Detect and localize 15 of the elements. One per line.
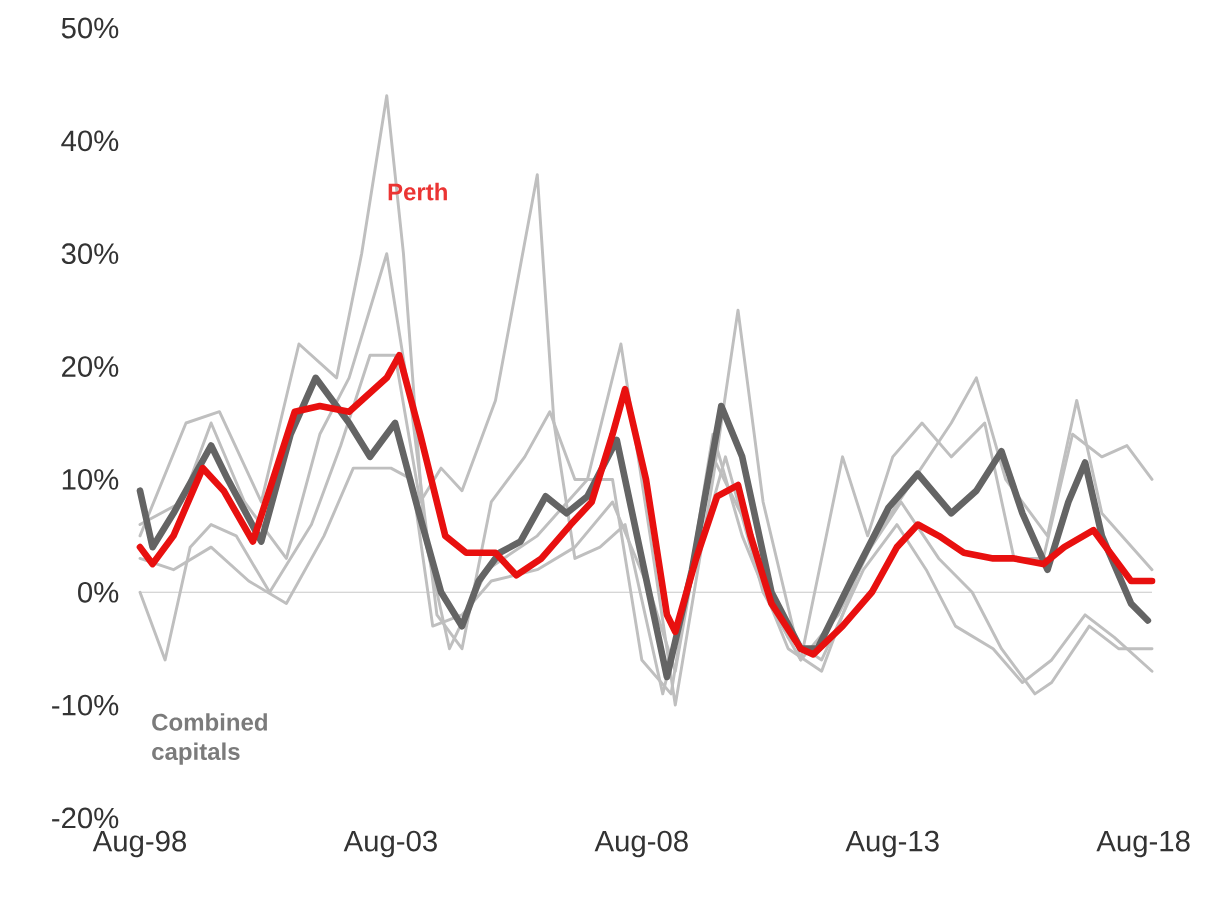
y-tick-label: 50% bbox=[61, 17, 119, 39]
y-tick-label: -20% bbox=[52, 807, 119, 829]
text: Combined capitals bbox=[152, 713, 267, 765]
y-tick-label: 0% bbox=[78, 581, 119, 603]
y-tick-label: -10% bbox=[52, 694, 119, 716]
x-tick-label: Aug-08 bbox=[594, 830, 688, 858]
y-tick-label: 20% bbox=[62, 356, 119, 377]
text: Perth bbox=[388, 182, 447, 201]
x-tick-label: Aug-18 bbox=[1096, 830, 1190, 858]
y-tick-label: 10% bbox=[62, 469, 119, 490]
y-tick-label: 40% bbox=[61, 130, 119, 152]
x-tick-label: Aug-98 bbox=[92, 830, 187, 858]
x-tick-label: Aug-03 bbox=[343, 830, 437, 858]
y-tick-label: 30% bbox=[61, 243, 119, 265]
x-tick-label: Aug-13 bbox=[845, 830, 939, 858]
